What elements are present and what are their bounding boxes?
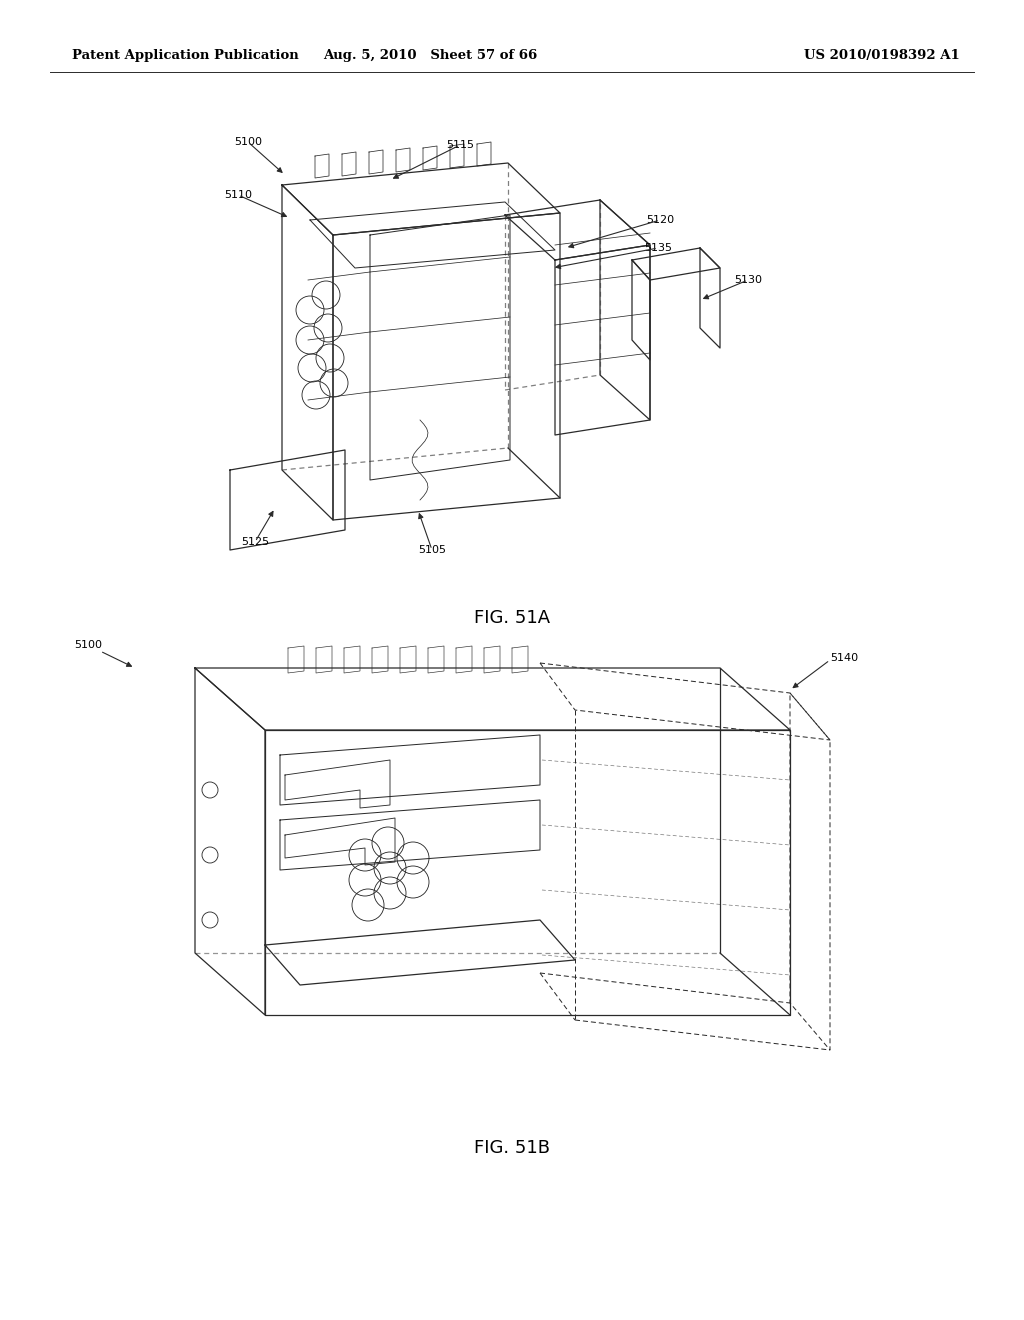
Text: 5110: 5110 [224,190,252,201]
Text: US 2010/0198392 A1: US 2010/0198392 A1 [804,49,961,62]
Text: 5135: 5135 [644,243,672,253]
Text: 5130: 5130 [734,275,762,285]
Text: Patent Application Publication: Patent Application Publication [72,49,299,62]
Text: Aug. 5, 2010   Sheet 57 of 66: Aug. 5, 2010 Sheet 57 of 66 [323,49,538,62]
Text: 5125: 5125 [241,537,269,546]
Text: FIG. 51B: FIG. 51B [474,1139,550,1158]
Text: 5140: 5140 [830,653,858,663]
Text: 5100: 5100 [234,137,262,147]
Text: 5105: 5105 [418,545,446,554]
Text: 5120: 5120 [646,215,674,224]
Text: FIG. 51A: FIG. 51A [474,609,550,627]
Text: 5100: 5100 [74,640,102,649]
Text: 5115: 5115 [446,140,474,150]
